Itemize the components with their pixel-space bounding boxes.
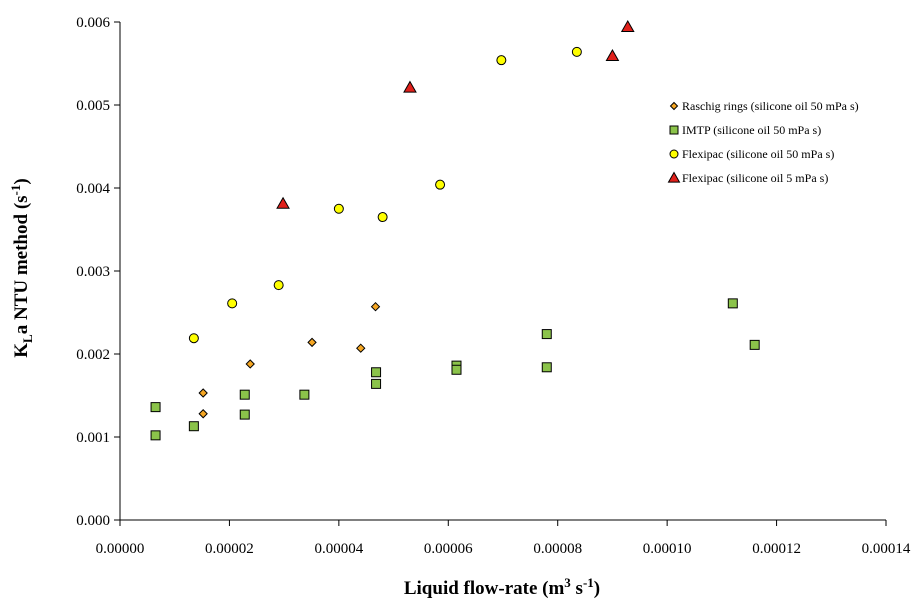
diamond-point (198, 388, 208, 398)
square-point (371, 367, 382, 378)
y-tick-label: 0.005 (76, 98, 110, 114)
legend-label: Flexipac (silicone oil 50 mPa s) (682, 147, 834, 161)
square-point (150, 402, 161, 413)
x-tick-label: 0.00008 (533, 541, 582, 557)
legend-square-marker (669, 125, 679, 135)
square-point (239, 409, 250, 420)
circle-point (273, 280, 284, 291)
circle-point (227, 298, 238, 309)
x-tick-label: 0.00004 (314, 541, 363, 557)
axes: 0.000 0.001 0.002 0.003 0.004 0.005 0.006 0.000… (76, 15, 911, 557)
x-tick-label: 0.00014 (862, 541, 911, 557)
series-0 (198, 301, 381, 419)
y-tick-label: 0.004 (76, 181, 110, 197)
square-point (299, 389, 310, 400)
series-3 (276, 19, 635, 209)
square-point (371, 378, 382, 389)
x-tick-label: 0.00006 (424, 541, 473, 557)
y-tick-label: 0.000 (76, 513, 110, 529)
y-axis-title: KLa NTU method (s-1) (8, 178, 35, 357)
x-tick-label: 0.00012 (752, 541, 801, 557)
y-tick-label: 0.003 (76, 264, 110, 280)
data-points (150, 19, 760, 441)
square-point (541, 362, 552, 373)
circle-point (333, 203, 344, 214)
y-tick-label: 0.001 (76, 430, 110, 446)
circle-point (496, 55, 507, 66)
square-point (239, 389, 250, 400)
legend-label: Flexipac (silicone oil 5 mPa s) (682, 171, 828, 185)
diamond-point (356, 343, 366, 353)
x-tick-label: 0.00000 (96, 541, 145, 557)
circle-point (435, 179, 446, 190)
y-tick-label: 0.006 (76, 15, 110, 31)
triangle-point (276, 196, 290, 209)
diamond-point (307, 337, 317, 348)
x-axis-title: Liquid flow-rate (m3 s-1) (404, 575, 600, 599)
square-point (150, 430, 161, 441)
circle-point (571, 46, 582, 57)
legend-triangle-marker (667, 171, 681, 183)
triangle-point (620, 19, 635, 32)
x-tick-label: 0.00010 (643, 541, 692, 557)
square-point (749, 339, 760, 350)
legend-diamond-marker (669, 101, 679, 111)
series-2 (188, 46, 582, 344)
diamond-point (370, 301, 381, 312)
legend-circle-marker (669, 149, 679, 159)
triangle-point (403, 80, 417, 93)
triangle-point (605, 49, 620, 62)
legend-label: IMTP (silicone oil 50 mPa s) (682, 123, 821, 137)
legend-label: Raschig rings (silicone oil 50 mPa s) (682, 99, 859, 113)
square-point (451, 364, 462, 375)
square-point (541, 329, 552, 340)
diamond-point (198, 409, 208, 419)
square-point (727, 298, 738, 309)
series-1 (150, 298, 760, 441)
circle-point (188, 333, 199, 344)
y-tick-label: 0.002 (76, 347, 110, 363)
diamond-point (245, 359, 255, 369)
square-point (188, 421, 199, 432)
circle-point (377, 212, 388, 223)
legend: Raschig rings (silicone oil 50 mPa s) IMT… (667, 99, 859, 185)
x-tick-label: 0.00002 (205, 541, 254, 557)
